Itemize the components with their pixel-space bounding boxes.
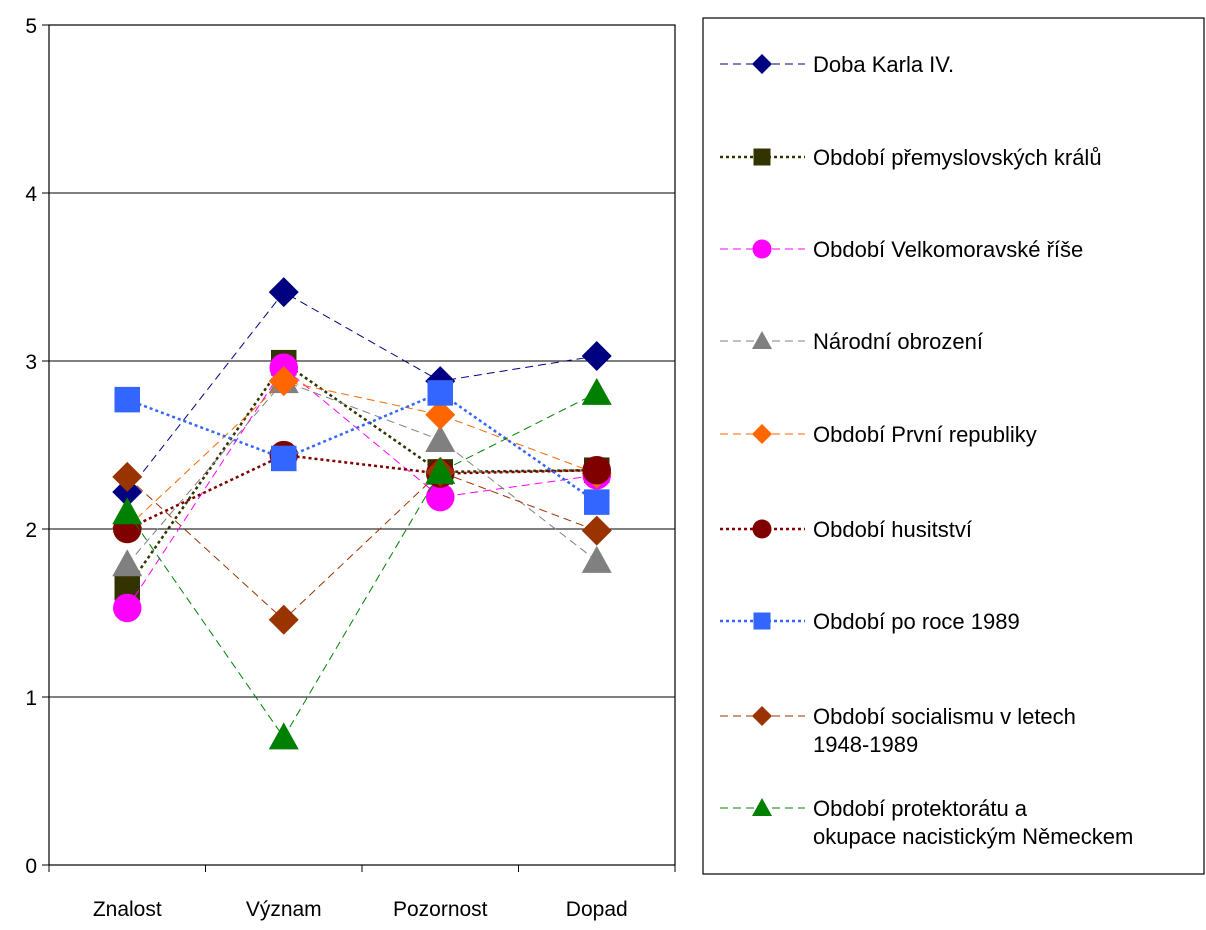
data-point (582, 455, 611, 485)
series-6 (114, 380, 610, 515)
series-line (126, 291, 597, 493)
data-point (425, 399, 456, 430)
y-tick-label: 1 (25, 687, 37, 710)
x-axis: Znalost Význam Pozornost Dopad (48, 865, 676, 921)
data-point (268, 604, 299, 635)
legend-item: Období po roce 1989 (720, 609, 1020, 634)
legend-label: Období přemyslovských králů (813, 145, 1102, 170)
data-point (581, 340, 612, 371)
legend-box (702, 17, 1205, 875)
legend-marker (752, 424, 772, 444)
legend-marker (752, 331, 772, 349)
legend-marker (752, 798, 772, 816)
series-5 (113, 440, 611, 544)
x-tick-label: Význam (246, 898, 322, 921)
data-point (268, 366, 299, 397)
data-point (268, 277, 299, 308)
legend-label: Národní obrození (813, 329, 983, 354)
legend-label: Období protektorátu a okupace nacistickým… (813, 796, 1133, 849)
legend-item: Doba Karla IV. (720, 52, 954, 77)
data-point (112, 477, 143, 508)
series-line (126, 360, 597, 589)
series-line (126, 380, 598, 565)
data-point (112, 461, 143, 492)
series-7 (112, 456, 612, 635)
legend-label: Období husitství (813, 517, 972, 542)
legend-label: Období První republiky (813, 422, 1037, 447)
legend: Doba Karla IV. Období přemyslovských král… (702, 17, 1205, 875)
y-tick-label: 0 (25, 855, 37, 878)
series-line (126, 392, 597, 739)
data-point (114, 386, 140, 413)
data-point (584, 489, 610, 515)
series-line (126, 391, 598, 504)
series-line (126, 471, 597, 621)
gridlines (49, 192, 675, 698)
legend-label: Doba Karla IV. (813, 52, 954, 77)
data-point (427, 380, 453, 406)
series-2 (113, 353, 611, 623)
legend-marker (752, 706, 772, 726)
x-tick-label: Pozornost (393, 898, 488, 921)
data-point (112, 497, 143, 525)
data-point (271, 445, 297, 472)
legend-marker (752, 54, 772, 74)
y-tick-label: 5 (25, 15, 37, 38)
x-tick-label: Znalost (93, 898, 162, 921)
series-8 (112, 377, 612, 750)
y-axis: 0 1 2 3 4 5 (25, 15, 49, 878)
y-tick-label: 2 (25, 519, 37, 542)
data-point (113, 593, 142, 623)
plot-area (48, 24, 676, 866)
legend-item: Období protektorátu a okupace nacistickým… (720, 796, 1133, 849)
legend-label: Období Velkomoravské říše (813, 237, 1083, 262)
data-point (425, 456, 456, 484)
series-line (126, 366, 597, 609)
data-point (426, 482, 455, 512)
y-tick-label: 3 (25, 351, 37, 374)
legend-item: Období Velkomoravské říše (720, 237, 1083, 262)
legend-item: Období První republiky (720, 422, 1037, 447)
y-tick-label: 4 (25, 183, 37, 206)
plot-border (48, 24, 676, 866)
data-point (581, 515, 612, 546)
series-line (126, 453, 597, 531)
legend-item: Období husitství (720, 517, 972, 542)
series-1 (114, 349, 610, 601)
series-line (126, 380, 597, 528)
data-point (581, 377, 612, 405)
x-tick-label: Dopad (566, 898, 628, 921)
series-layer (112, 277, 612, 750)
data-point (268, 722, 299, 750)
data-point (112, 549, 143, 577)
legend-item: Období přemyslovských králů (720, 145, 1102, 170)
legend-marker (753, 148, 771, 166)
legend-marker (752, 519, 772, 539)
legend-marker (752, 239, 772, 259)
legend-label: Období socialismu v letech 1948-1989 (813, 704, 1076, 757)
legend-item: Národní obrození (720, 329, 983, 354)
legend-label: Období po roce 1989 (813, 609, 1020, 634)
data-point (425, 424, 456, 452)
data-point (581, 545, 612, 573)
legend-marker (753, 612, 771, 630)
legend-item: Období socialismu v letech 1948-1989 (720, 704, 1076, 757)
